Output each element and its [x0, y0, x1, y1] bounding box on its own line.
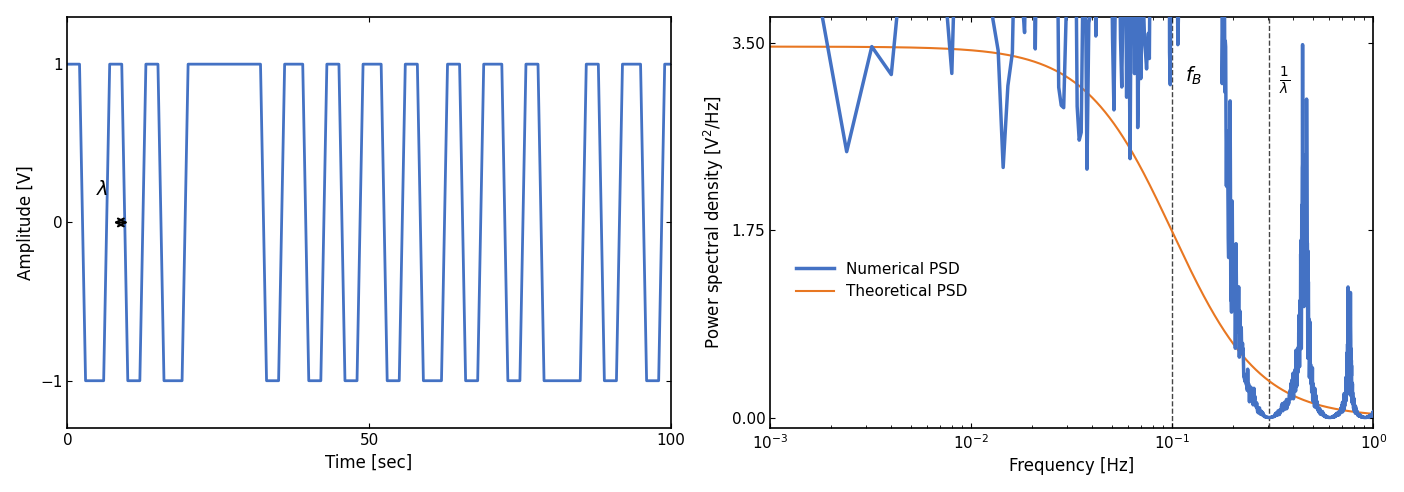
- Theoretical PSD: [831, 44, 848, 50]
- Numerical PSD: [1325, 413, 1342, 419]
- Numerical PSD: [1365, 411, 1382, 417]
- Numerical PSD: [1332, 406, 1349, 412]
- Theoretical PSD: [1019, 57, 1036, 62]
- Theoretical PSD: [762, 44, 779, 50]
- X-axis label: Time [sec]: Time [sec]: [326, 454, 413, 472]
- Theoretical PSD: [1353, 410, 1370, 416]
- Theoretical PSD: [1289, 394, 1306, 400]
- Line: Theoretical PSD: Theoretical PSD: [771, 47, 1373, 414]
- Numerical PSD: [1248, 400, 1265, 406]
- Legend: Numerical PSD, Theoretical PSD: Numerical PSD, Theoretical PSD: [790, 255, 974, 306]
- Theoretical PSD: [993, 51, 1009, 57]
- Theoretical PSD: [1365, 411, 1382, 417]
- Theoretical PSD: [866, 44, 883, 50]
- Numerical PSD: [1280, 400, 1297, 405]
- Numerical PSD: [1356, 415, 1373, 421]
- Numerical PSD: [1257, 414, 1273, 420]
- Text: $\lambda$: $\lambda$: [97, 180, 108, 199]
- X-axis label: Frequency [Hz]: Frequency [Hz]: [1009, 458, 1134, 475]
- Y-axis label: Amplitude [V]: Amplitude [V]: [17, 165, 35, 280]
- Text: $f_B$: $f_B$: [1185, 65, 1202, 87]
- Numerical PSD: [1348, 408, 1365, 414]
- Line: Numerical PSD: Numerical PSD: [812, 0, 1373, 418]
- Y-axis label: Power spectral density [$\mathrm{V}^2$/Hz]: Power spectral density [$\mathrm{V}^2$/H…: [702, 95, 726, 349]
- Text: $\frac{1}{\lambda}$: $\frac{1}{\lambda}$: [1279, 65, 1290, 95]
